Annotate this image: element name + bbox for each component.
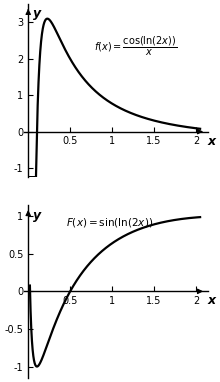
Text: x: x: [208, 134, 216, 147]
Text: x: x: [208, 295, 216, 308]
Text: y: y: [33, 209, 41, 222]
Text: $F(x) = \sin(\ln(2x))$: $F(x) = \sin(\ln(2x))$: [66, 216, 153, 229]
Text: $f(x) = \dfrac{\cos(\ln(2x))}{x}$: $f(x) = \dfrac{\cos(\ln(2x))}{x}$: [94, 34, 177, 58]
Text: y: y: [33, 7, 41, 20]
